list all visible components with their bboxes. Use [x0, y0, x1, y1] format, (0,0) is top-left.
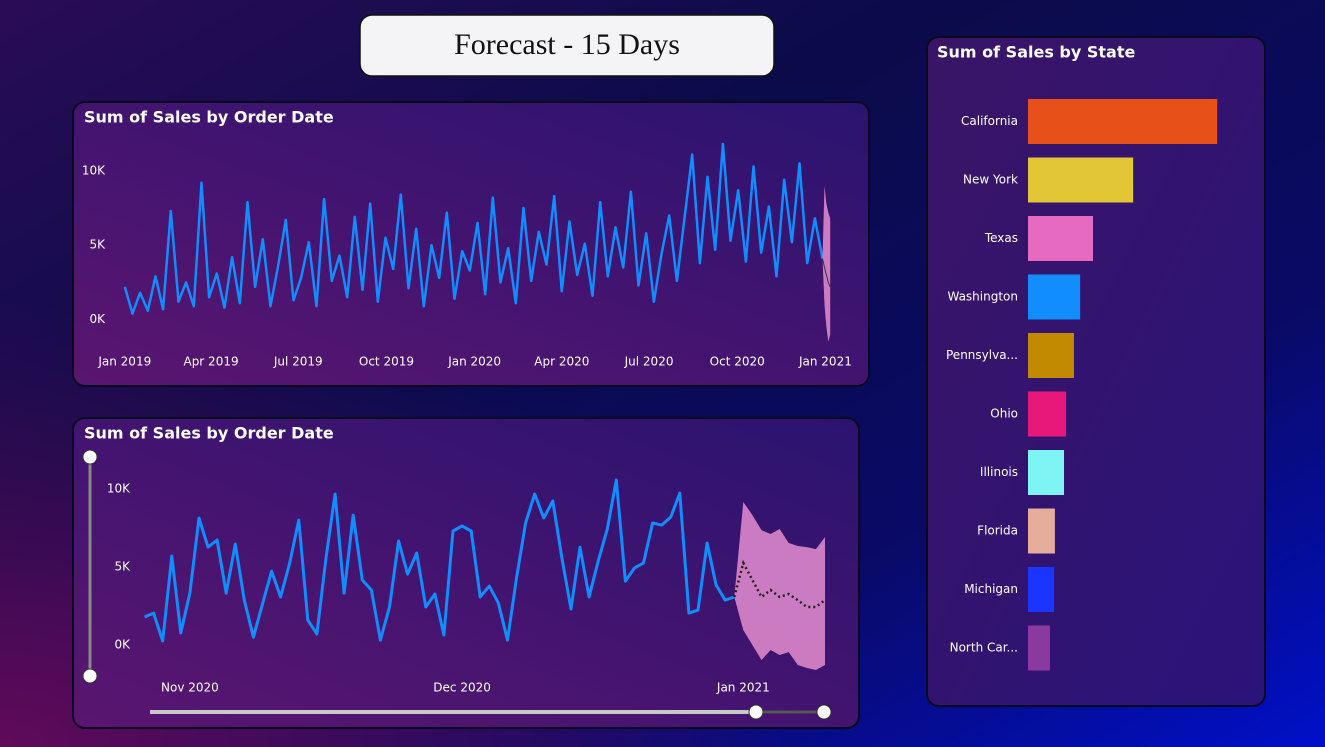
forecast-line [733, 559, 826, 609]
forecast-band [734, 502, 825, 670]
plot-area [143, 478, 826, 670]
x-tick-label: Apr 2019 [183, 355, 238, 369]
panel [72, 101, 870, 387]
category-label: Texas [984, 231, 1018, 245]
x-tick-label: Jan 2021 [798, 355, 852, 369]
slider-handle[interactable] [82, 449, 98, 465]
y-tick-label: 5K [114, 560, 131, 574]
bar [1028, 274, 1081, 320]
bar [1028, 99, 1218, 144]
bar [1028, 157, 1134, 203]
title-box [359, 14, 775, 77]
category-label: California [961, 114, 1018, 128]
slider-handle[interactable] [816, 704, 832, 720]
x-tick-label: Dec 2020 [433, 681, 491, 695]
horizontal-slider[interactable] [150, 704, 832, 720]
chart-title: Sum of Sales by Order Date [84, 108, 334, 127]
y-tick-label: 5K [89, 238, 106, 252]
bar [1028, 391, 1067, 437]
slider-handle[interactable] [82, 668, 98, 684]
x-tick-label: Jan 2021 [716, 681, 770, 695]
y-tick-label: 10K [107, 482, 131, 496]
category-label: Pennsylva... [946, 348, 1018, 362]
y-tick-label: 0K [89, 312, 106, 326]
forecast-line [822, 258, 831, 288]
bar [1028, 450, 1065, 495]
x-tick-label: Jul 2019 [273, 355, 323, 369]
category-label: Washington [947, 290, 1018, 304]
x-tick-label: Oct 2019 [359, 355, 414, 369]
panel [72, 417, 860, 729]
chart-title: Sum of Sales by Order Date [84, 424, 334, 443]
x-tick-label: Nov 2020 [161, 681, 219, 695]
category-label: North Car... [950, 641, 1018, 655]
bar [1028, 567, 1055, 612]
category-label: New York [963, 173, 1018, 187]
x-tick-label: Jul 2020 [624, 355, 674, 369]
x-tick-label: Apr 2020 [534, 355, 589, 369]
category-label: Ohio [990, 407, 1018, 421]
bar [1028, 333, 1074, 378]
y-tick-label: 0K [114, 638, 131, 652]
x-tick-label: Jan 2020 [447, 355, 501, 369]
sales-line [143, 478, 735, 643]
slider-handle[interactable] [748, 704, 764, 720]
chart-title: Sum of Sales by State [937, 43, 1136, 62]
panel [926, 36, 1266, 707]
x-tick-label: Jan 2019 [97, 355, 151, 369]
x-tick-label: Oct 2020 [710, 355, 765, 369]
page-title: Forecast - 15 Days [454, 28, 680, 61]
y-tick-label: 10K [82, 163, 106, 177]
category-label: Michigan [964, 582, 1018, 596]
bar [1028, 508, 1055, 554]
sales-line [123, 142, 824, 315]
bar [1028, 216, 1093, 261]
category-label: Illinois [980, 465, 1018, 479]
category-label: Florida [977, 524, 1018, 538]
bar [1028, 625, 1050, 671]
vertical-slider[interactable] [82, 449, 98, 684]
plot-area [123, 142, 831, 342]
forecast-band [822, 185, 831, 342]
